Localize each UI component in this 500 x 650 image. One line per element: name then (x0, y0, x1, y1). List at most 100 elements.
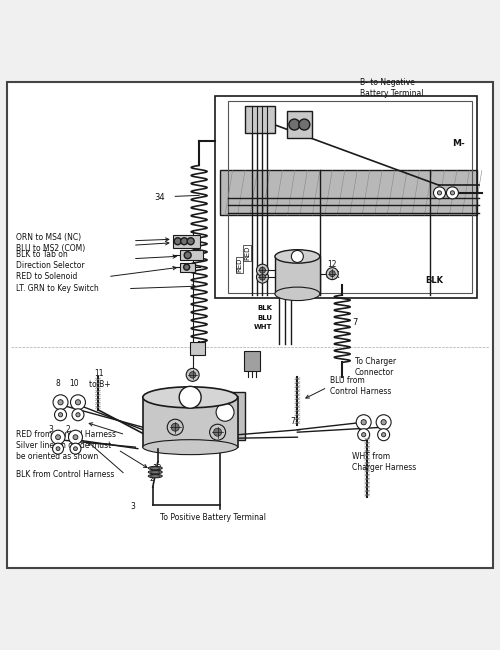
Text: BLU: BLU (258, 315, 272, 320)
Text: LT. GRN to Key Switch: LT. GRN to Key Switch (16, 284, 98, 293)
Circle shape (381, 420, 386, 425)
Circle shape (378, 429, 390, 441)
Circle shape (74, 447, 78, 450)
Circle shape (361, 420, 366, 425)
Text: 2: 2 (66, 425, 70, 434)
Bar (245, 105, 275, 133)
Circle shape (54, 409, 66, 421)
Bar (215, 96, 477, 298)
Bar (190, 343, 205, 355)
Text: 8: 8 (56, 379, 60, 388)
Circle shape (56, 435, 60, 439)
Bar (143, 397, 238, 447)
Circle shape (56, 447, 60, 450)
Circle shape (58, 413, 62, 417)
Circle shape (438, 190, 442, 195)
Text: WHT: WHT (254, 324, 272, 330)
Text: RED to Solenoid: RED to Solenoid (16, 272, 77, 281)
Circle shape (171, 423, 179, 431)
Text: RED from Control Harness: RED from Control Harness (16, 430, 116, 439)
Circle shape (179, 386, 201, 408)
Circle shape (362, 433, 366, 437)
Circle shape (70, 395, 86, 410)
Circle shape (187, 238, 194, 244)
Circle shape (292, 250, 304, 263)
Ellipse shape (148, 474, 162, 478)
Circle shape (190, 372, 196, 378)
Circle shape (326, 268, 338, 280)
Text: SOL: SOL (293, 122, 312, 131)
Circle shape (52, 443, 64, 454)
Circle shape (76, 413, 80, 417)
Bar (228, 101, 472, 292)
Text: 34: 34 (154, 193, 165, 202)
Circle shape (330, 270, 336, 277)
Circle shape (70, 443, 81, 454)
Text: RED: RED (244, 246, 250, 260)
Circle shape (216, 403, 234, 421)
Text: 10: 10 (358, 429, 367, 437)
Circle shape (73, 435, 78, 439)
Bar (172, 235, 200, 248)
Circle shape (256, 264, 268, 276)
Text: 2: 2 (150, 474, 154, 482)
Text: Silver line on diode must
be oriented as shown: Silver line on diode must be oriented as… (16, 441, 111, 461)
Text: To Charger
Connector: To Charger Connector (354, 358, 396, 378)
Text: 7: 7 (352, 318, 358, 327)
Text: 3: 3 (48, 425, 53, 434)
Ellipse shape (148, 466, 162, 470)
Circle shape (58, 400, 63, 405)
Text: RED: RED (236, 258, 242, 272)
Text: 12: 12 (152, 463, 162, 473)
Circle shape (51, 430, 65, 444)
Text: WHT from
Charger Harness: WHT from Charger Harness (352, 452, 416, 472)
Ellipse shape (150, 471, 160, 473)
Bar (180, 263, 195, 272)
Text: B+: B+ (254, 122, 266, 131)
Bar (275, 257, 320, 294)
Text: 5: 5 (156, 419, 160, 428)
Circle shape (289, 119, 300, 130)
Circle shape (186, 369, 199, 382)
Text: 11
to B+: 11 to B+ (88, 369, 110, 389)
Text: 8: 8 (380, 430, 384, 439)
Circle shape (174, 238, 181, 244)
Text: ORN to MS4 (NC)
BLU to MS2 (COM): ORN to MS4 (NC) BLU to MS2 (COM) (16, 233, 85, 254)
Ellipse shape (148, 471, 162, 474)
Text: To Positive Battery Terminal: To Positive Battery Terminal (160, 514, 266, 523)
Bar (220, 170, 477, 215)
Circle shape (72, 409, 84, 421)
Circle shape (260, 267, 266, 273)
Circle shape (180, 238, 188, 244)
Circle shape (210, 424, 226, 440)
Circle shape (184, 252, 191, 259)
Bar (288, 111, 312, 138)
Text: 25: 25 (245, 353, 256, 362)
Circle shape (382, 433, 386, 437)
Text: M-: M- (452, 138, 464, 148)
Circle shape (450, 190, 454, 195)
Circle shape (184, 264, 190, 270)
Circle shape (167, 419, 183, 436)
Circle shape (214, 428, 222, 436)
Text: BLU from
Control Harness: BLU from Control Harness (330, 376, 391, 396)
Ellipse shape (143, 387, 238, 408)
Circle shape (256, 271, 268, 283)
Circle shape (356, 415, 371, 430)
Circle shape (446, 187, 458, 199)
Text: 10: 10 (70, 379, 80, 388)
Ellipse shape (150, 467, 160, 469)
Circle shape (434, 187, 446, 199)
Bar (244, 351, 260, 371)
Text: 7: 7 (290, 417, 295, 426)
Text: BLK: BLK (426, 276, 444, 285)
Ellipse shape (143, 439, 238, 454)
Text: BLK to Tab on
Direction Selector: BLK to Tab on Direction Selector (16, 250, 84, 270)
Circle shape (260, 274, 266, 280)
Text: 6: 6 (215, 432, 220, 441)
Bar (188, 393, 245, 439)
Text: B- to Negative
Battery Terminal: B- to Negative Battery Terminal (360, 78, 423, 98)
Text: 3: 3 (130, 502, 136, 512)
Ellipse shape (150, 475, 160, 477)
Circle shape (76, 400, 80, 405)
